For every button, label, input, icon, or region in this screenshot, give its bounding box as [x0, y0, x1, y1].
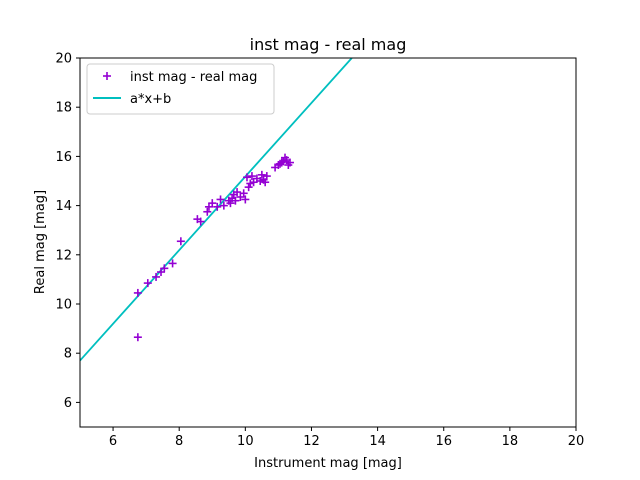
data-point: [152, 272, 161, 281]
x-tick-label: 6: [109, 434, 117, 449]
data-point: [196, 217, 205, 226]
data-point: [233, 188, 242, 197]
x-tick-label: 16: [435, 434, 452, 449]
data-point: [247, 172, 256, 181]
data-point: [226, 199, 235, 208]
x-tick-label: 18: [502, 434, 519, 449]
plot-frame: [79, 57, 577, 428]
data-point: [244, 183, 253, 192]
data-point: [213, 202, 222, 211]
data-point: [168, 259, 177, 268]
data-point: [239, 189, 248, 198]
legend-label-scatter: inst mag - real mag: [130, 70, 257, 85]
series-layer: [80, 58, 353, 362]
x-tick-label: 10: [237, 434, 254, 449]
x-tick-label: 14: [369, 434, 386, 449]
data-point: [242, 173, 251, 182]
plot-area: [80, 58, 576, 427]
data-point: [143, 279, 152, 288]
x-axis: 6 8 10 12 14 16 18 20: [109, 427, 584, 449]
chart-title: inst mag - real mag: [250, 35, 407, 54]
data-point: [133, 288, 142, 297]
data-point: [261, 178, 270, 187]
x-tick-label: 20: [568, 434, 585, 449]
legend-label-fit: a*x+b: [130, 92, 171, 107]
legend-plus-marker: [103, 72, 111, 80]
y-tick-label: 18: [55, 101, 72, 116]
y-axis: 6 8 10 12 14 16 18 20: [55, 52, 80, 411]
y-tick-label: 10: [55, 298, 72, 313]
data-point: [176, 237, 185, 246]
data-point: [262, 172, 271, 181]
legend-box: [86, 63, 275, 115]
y-tick-label: 14: [55, 199, 72, 214]
fit-line: [80, 58, 353, 362]
y-tick-label: 8: [64, 347, 72, 362]
y-axis-label: Real mag [mag]: [33, 190, 48, 294]
data-point: [231, 196, 240, 205]
data-point: [133, 333, 142, 342]
y-tick-label: 20: [55, 52, 72, 67]
legend: inst mag - real mag a*x+b: [86, 63, 275, 115]
y-tick-label: 12: [55, 248, 72, 263]
data-point: [219, 201, 228, 210]
y-tick-label: 6: [64, 396, 72, 411]
data-point: [257, 170, 266, 179]
x-tick-label: 12: [303, 434, 320, 449]
legend-marker-scatter: [103, 72, 111, 80]
y-tick-label: 16: [55, 150, 72, 165]
x-axis-label: Instrument mag [mag]: [254, 456, 402, 471]
data-point: [203, 207, 212, 216]
data-point: [216, 195, 225, 204]
data-point: [160, 264, 169, 273]
data-point: [241, 195, 250, 204]
data-point: [285, 158, 294, 167]
x-tick-label: 8: [175, 434, 183, 449]
data-point: [277, 158, 286, 167]
data-point: [208, 199, 217, 208]
